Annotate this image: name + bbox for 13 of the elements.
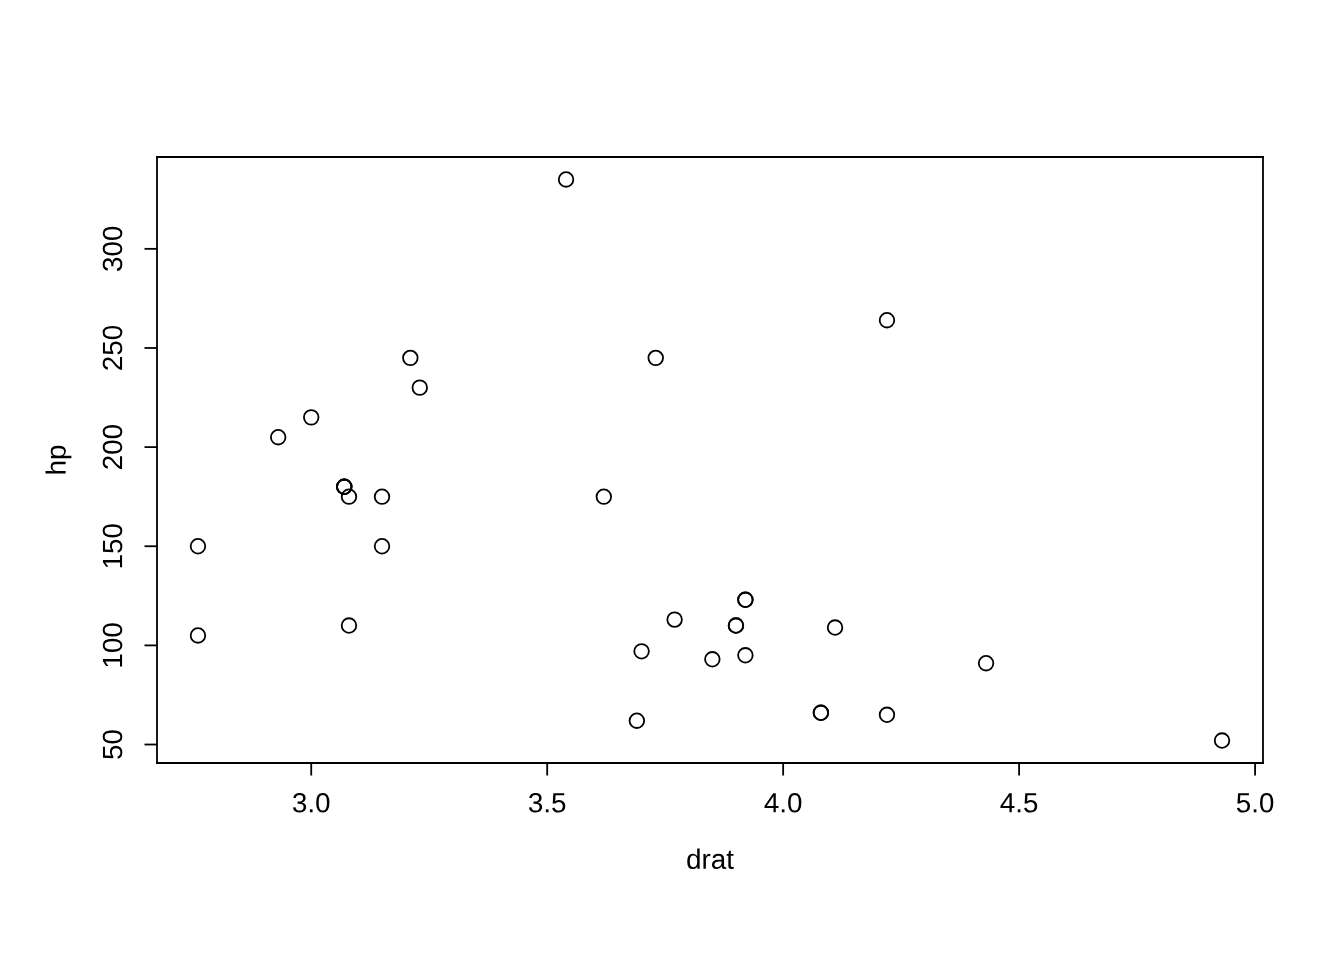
- x-axis-title: drat: [687, 848, 734, 870]
- x-tick-label: 5.0: [1236, 792, 1274, 813]
- y-tick-label: 100: [102, 623, 123, 667]
- y-tick-label: 200: [102, 425, 123, 469]
- x-tick-label: 3.5: [528, 792, 566, 813]
- y-tick-label: 300: [102, 226, 123, 271]
- x-tick-label: 4.0: [764, 792, 802, 813]
- y-axis-title: hp: [45, 445, 72, 474]
- y-tick-label: 50: [102, 730, 123, 759]
- x-tick-label: 3.0: [292, 792, 330, 813]
- y-tick-label: 150: [102, 524, 123, 568]
- x-tick-label: 4.5: [1000, 793, 1038, 813]
- y-tick-label: 250: [102, 325, 123, 370]
